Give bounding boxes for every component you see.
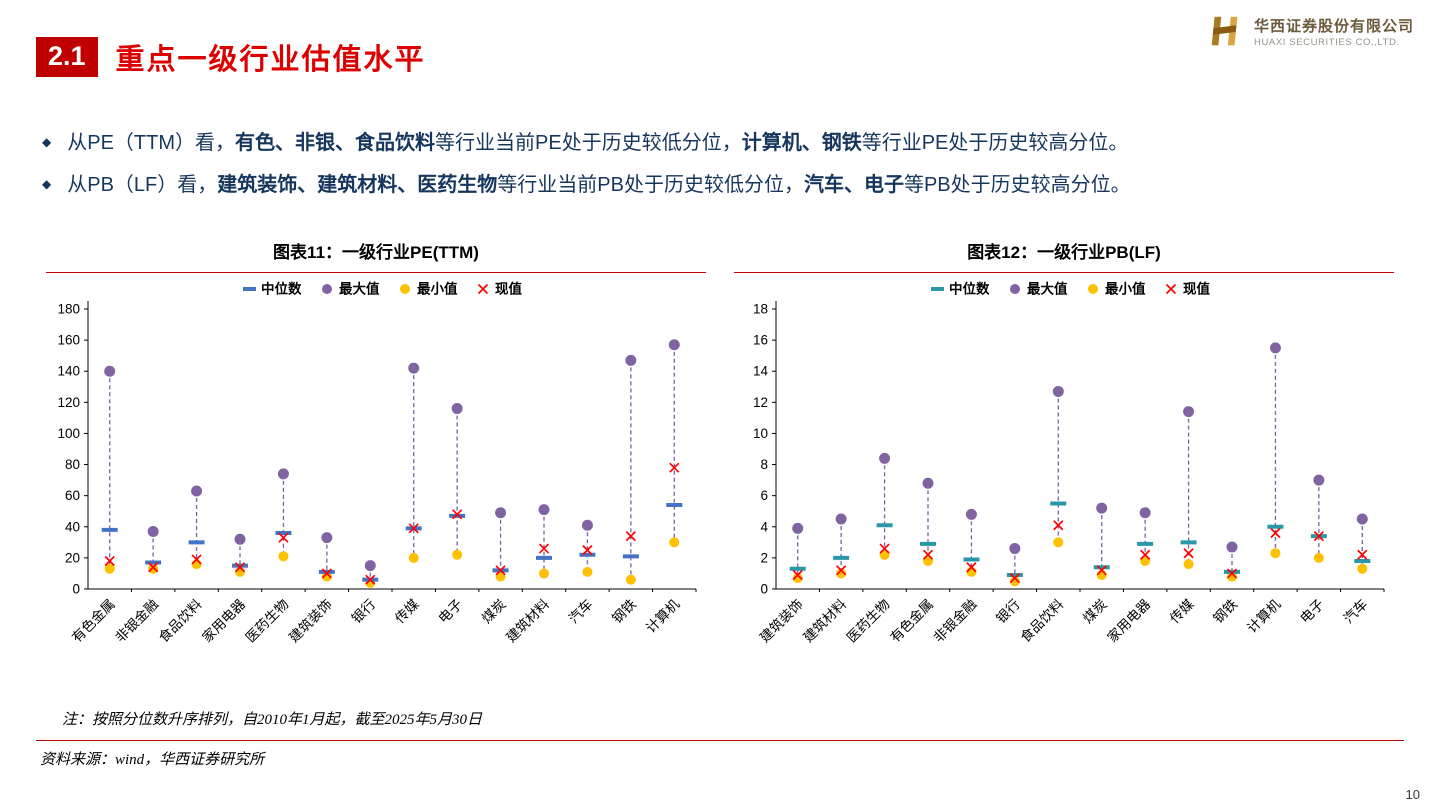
svg-text:食品饮料: 食品饮料 xyxy=(1017,595,1067,645)
svg-text:电子: 电子 xyxy=(1297,597,1327,627)
svg-text:120: 120 xyxy=(57,395,80,410)
svg-text:家用电器: 家用电器 xyxy=(1104,595,1154,645)
svg-text:100: 100 xyxy=(57,426,80,441)
logo-company-name-cn: 华西证券股份有限公司 xyxy=(1253,18,1414,36)
svg-text:180: 180 xyxy=(57,302,80,317)
svg-text:非银金融: 非银金融 xyxy=(931,596,980,645)
svg-text:有色金属: 有色金属 xyxy=(887,596,936,645)
svg-text:最大值: 最大值 xyxy=(339,281,380,297)
svg-text:最大值: 最大值 xyxy=(1027,281,1068,297)
chart-pb-title: 图表12：一级行业PB(LF) xyxy=(967,243,1161,262)
bullet-item: ◆ 从PB（LF）看，建筑装饰、建筑材料、医药生物等行业当前PB处于历史较低分位，… xyxy=(42,174,1131,196)
diamond-bullet-icon: ◆ xyxy=(42,135,52,149)
logo-company-name-en: HUAXI SECURITIES CO.,LTD. xyxy=(1253,36,1400,48)
svg-text:传媒: 传媒 xyxy=(392,596,422,626)
page-title: 重点一级行业估值水平 xyxy=(115,44,426,76)
chart-pe-plot: 0 20 40 60 80 100 120 140 160 180 有色金属 非银金融 食品饮料 家用电器… xyxy=(46,273,706,693)
chart-canvas: 0 20 40 60 80 100 120 140 160 180 有色金属非银金融食品饮料家用电器… xyxy=(57,281,697,646)
svg-text:80: 80 xyxy=(65,457,80,472)
svg-text:家用电器: 家用电器 xyxy=(199,595,249,645)
chart-pe-column: 图表11：一级行业PE(TTM) 0 20 40 60 80 100 120 140 160 18… xyxy=(46,238,706,693)
logo-text: 华西证券股份有限公司 HUAXI SECURITIES CO.,LTD. xyxy=(1254,18,1414,49)
svg-text:40: 40 xyxy=(65,519,80,534)
svg-text:16: 16 xyxy=(753,333,768,348)
bullet-item: ◆ 从PE（TTM）看，有色、非银、食品饮料等行业当前PE处于历史较低分位，计算机… xyxy=(42,132,1129,154)
header: 2.1 重点一级行业估值水平 xyxy=(36,36,426,78)
svg-text:电子: 电子 xyxy=(436,597,466,627)
svg-text:14: 14 xyxy=(753,364,769,379)
svg-text:传媒: 传媒 xyxy=(1167,596,1197,626)
chart-pb-plot: 0 2 4 6 8 10 12 14 16 18 建筑装饰 建筑材料 医药生物 有色金属 非银金融 银行 食品饮… xyxy=(734,273,1394,693)
svg-text:非银金融: 非银金融 xyxy=(112,596,161,645)
svg-text:中位数: 中位数 xyxy=(949,281,990,297)
svg-text:现值: 现值 xyxy=(1183,281,1211,297)
bullet-list: ◆ 从PE（TTM）看，有色、非银、食品饮料等行业当前PE处于历史较低分位，计算机… xyxy=(42,122,1402,206)
svg-text:汽车: 汽车 xyxy=(1340,596,1370,626)
svg-text:12: 12 xyxy=(753,395,768,410)
svg-text:2: 2 xyxy=(760,550,768,565)
svg-text:中位数: 中位数 xyxy=(261,281,302,297)
svg-text:8: 8 xyxy=(760,457,768,472)
svg-text:银行: 银行 xyxy=(993,597,1023,627)
chart-pb-title-rule xyxy=(734,272,1394,273)
svg-text:140: 140 xyxy=(57,364,80,379)
chart-pe-title-rule xyxy=(46,272,706,273)
svg-text:最小值: 最小值 xyxy=(417,281,458,297)
svg-text:有色金属: 有色金属 xyxy=(68,596,117,645)
svg-text:银行: 银行 xyxy=(349,597,379,627)
svg-text:钢铁: 钢铁 xyxy=(1210,596,1240,626)
svg-text:计算机: 计算机 xyxy=(643,596,683,636)
svg-text:煤炭: 煤炭 xyxy=(1080,597,1110,627)
svg-text:160: 160 xyxy=(57,333,80,348)
chart-pe-title: 图表11：一级行业PE(TTM) xyxy=(273,243,479,262)
svg-text:建筑材料: 建筑材料 xyxy=(503,596,552,645)
svg-text:60: 60 xyxy=(65,488,80,503)
diamond-bullet-icon: ◆ xyxy=(42,177,52,191)
page-number: 10 xyxy=(1405,787,1420,802)
source-line: 资料来源：wind，华西证券研究所 xyxy=(40,752,265,768)
svg-text:建筑材料: 建筑材料 xyxy=(800,596,849,645)
svg-text:建筑装饰: 建筑装饰 xyxy=(757,597,806,646)
company-logo: 华西证券股份有限公司 HUAXI SECURITIES CO.,LTD. xyxy=(1207,12,1414,55)
svg-text:18: 18 xyxy=(753,302,768,317)
charts-row: 图表11：一级行业PE(TTM) 0 20 40 60 80 100 120 140 160 18… xyxy=(46,238,1394,693)
huaxi-logo-icon xyxy=(1207,12,1245,55)
svg-text:10: 10 xyxy=(753,426,768,441)
svg-text:20: 20 xyxy=(65,550,80,565)
svg-text:最小值: 最小值 xyxy=(1105,281,1146,297)
svg-text:汽车: 汽车 xyxy=(565,596,595,626)
svg-text:医药生物: 医药生物 xyxy=(243,597,292,646)
svg-text:0: 0 xyxy=(760,582,768,597)
svg-text:现值: 现值 xyxy=(495,281,523,297)
svg-text:0: 0 xyxy=(72,582,80,597)
svg-text:计算机: 计算机 xyxy=(1244,596,1284,636)
svg-text:食品饮料: 食品饮料 xyxy=(155,595,205,645)
footer-rule xyxy=(36,740,1404,741)
svg-text:建筑装饰: 建筑装饰 xyxy=(286,597,335,646)
svg-text:6: 6 xyxy=(760,488,768,503)
footnote: 注：按照分位数升序排列，自2010年1月起，截至2025年5月30日 xyxy=(62,712,483,728)
chart-pb-column: 图表12：一级行业PB(LF) 0 2 4 6 8 10 12 14 16 18 建筑装饰 建筑材料医… xyxy=(734,238,1394,693)
svg-text:钢铁: 钢铁 xyxy=(609,596,639,626)
svg-text:煤炭: 煤炭 xyxy=(479,597,509,627)
svg-text:4: 4 xyxy=(760,519,768,534)
section-number-badge: 2.1 xyxy=(36,36,98,78)
svg-text:医药生物: 医药生物 xyxy=(844,597,893,646)
